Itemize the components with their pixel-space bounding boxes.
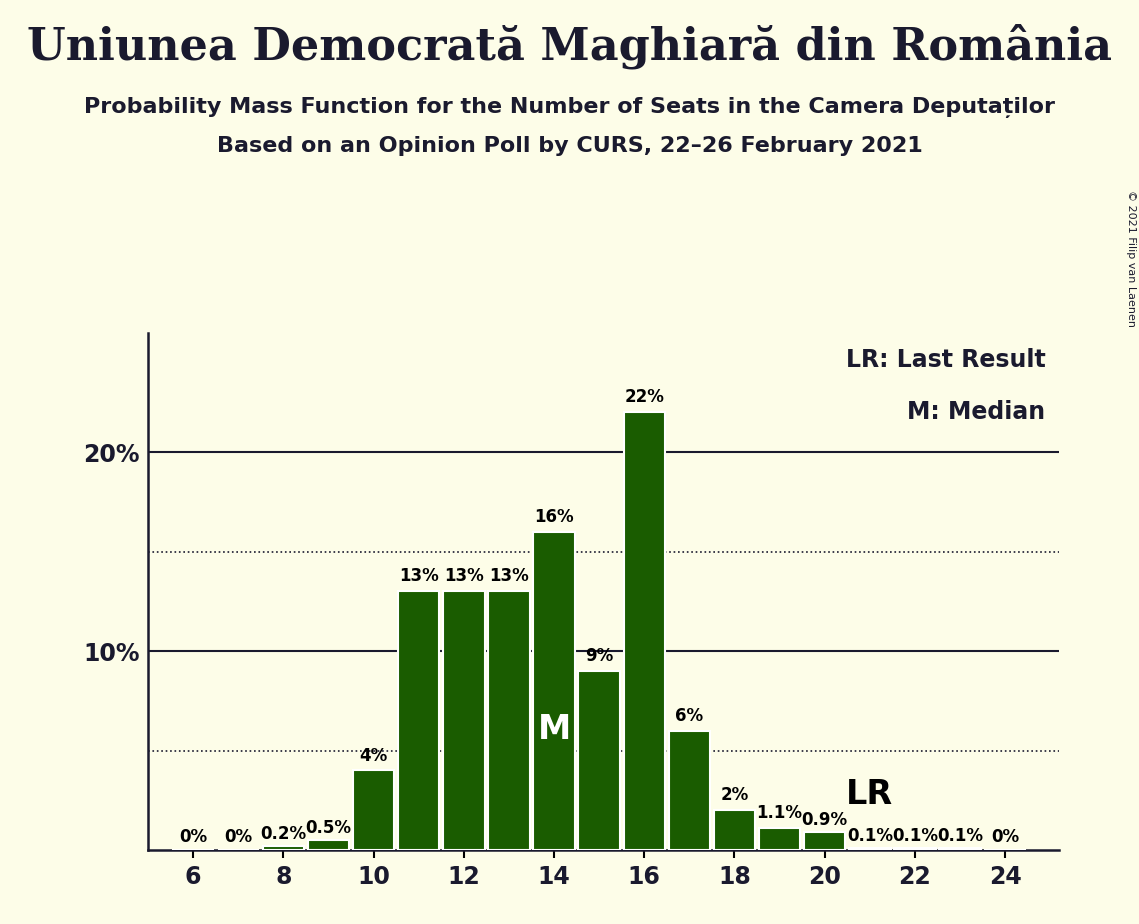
Text: LR: Last Result: LR: Last Result [846,348,1046,372]
Bar [533,531,575,850]
Text: 0%: 0% [224,829,253,846]
Bar [489,591,530,850]
Text: Uniunea Democrată Maghiară din România: Uniunea Democrată Maghiară din România [27,23,1112,68]
Text: 13%: 13% [489,567,528,586]
Text: 4%: 4% [360,747,387,764]
Bar [263,846,304,850]
Text: 9%: 9% [585,647,613,665]
Bar [759,828,801,850]
Text: 13%: 13% [399,567,439,586]
Text: M: Median: M: Median [908,400,1046,424]
Bar [849,848,891,850]
Text: 0.5%: 0.5% [305,819,352,836]
Text: 0.1%: 0.1% [892,826,937,845]
Bar [623,412,665,850]
Bar [398,591,440,850]
Text: Based on an Opinion Poll by CURS, 22–26 February 2021: Based on an Opinion Poll by CURS, 22–26 … [216,136,923,156]
Text: Probability Mass Function for the Number of Seats in the Camera Deputaților: Probability Mass Function for the Number… [84,97,1055,118]
Text: 0%: 0% [991,829,1019,846]
Text: 0.9%: 0.9% [802,810,847,829]
Text: 0.1%: 0.1% [846,826,893,845]
Bar [308,840,350,850]
Bar [894,848,935,850]
Text: 0.2%: 0.2% [261,824,306,843]
Bar [669,731,710,850]
Bar [804,833,845,850]
Text: 0%: 0% [179,829,207,846]
Text: 6%: 6% [675,707,704,724]
Text: 1.1%: 1.1% [756,804,803,822]
Text: 16%: 16% [534,507,574,526]
Text: 22%: 22% [624,388,664,407]
Text: 0.1%: 0.1% [937,826,983,845]
Bar [353,771,394,850]
Text: LR: LR [846,778,893,811]
Text: © 2021 Filip van Laenen: © 2021 Filip van Laenen [1126,190,1136,327]
Bar [714,810,755,850]
Text: 2%: 2% [720,786,748,804]
Bar [940,848,981,850]
Bar [443,591,484,850]
Bar [579,671,620,850]
Text: M: M [538,712,571,746]
Text: 13%: 13% [444,567,484,586]
